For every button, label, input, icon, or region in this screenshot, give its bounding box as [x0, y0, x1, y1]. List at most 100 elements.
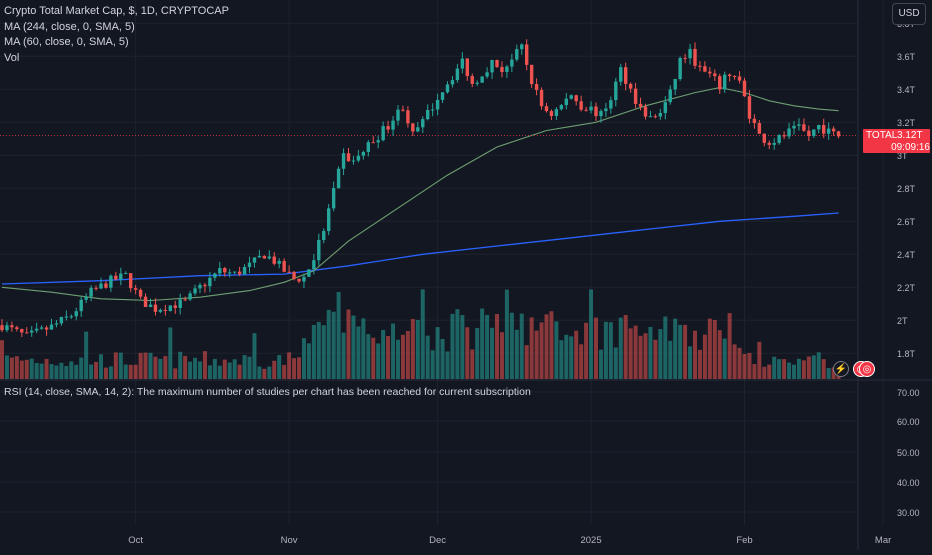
volume-bar [108, 366, 113, 379]
candle-body [327, 208, 331, 232]
candle-body [277, 260, 281, 264]
volume-bar [712, 319, 717, 379]
candlesticks [0, 39, 841, 337]
rsi-tick-label: 40.00 [897, 478, 920, 488]
candle-body [589, 106, 593, 111]
volume-bar [217, 365, 222, 379]
candle-body [322, 231, 326, 241]
candle-body [371, 142, 375, 144]
candle-body [302, 276, 306, 282]
candle-body [312, 260, 316, 270]
symbol-title[interactable]: Crypto Total Market Cap, $, 1D, CRYPTOCA… [4, 5, 229, 17]
candle-body [718, 76, 722, 90]
volume-bar [707, 318, 712, 379]
candle-body [663, 102, 667, 114]
dividend-event-icon-2[interactable]: ◎ [859, 361, 875, 377]
volume-bar [717, 330, 722, 379]
volume-bar [420, 289, 425, 379]
volume-bar [49, 364, 54, 379]
ma-60-label[interactable]: MA (60, close, 0, SMA, 5) [4, 36, 129, 48]
candle-body [628, 83, 633, 89]
candle-body [0, 325, 4, 331]
volume-bar [519, 313, 524, 379]
candle-body [297, 278, 301, 282]
candle-body [817, 124, 821, 130]
volume-bar [643, 333, 648, 379]
candle-body [792, 125, 796, 129]
candle-body [782, 135, 786, 137]
candle-body [727, 74, 732, 77]
currency-button[interactable]: USD [892, 3, 926, 25]
volume-bar [262, 368, 267, 379]
volume-label[interactable]: Vol [4, 51, 20, 64]
time-axis[interactable]: Oct Nov Dec 2025 Feb Mar [128, 535, 891, 546]
candle-body [500, 66, 504, 72]
volume-bar [673, 318, 678, 379]
candle-body [114, 275, 118, 280]
volume-bar [623, 314, 628, 379]
candle-body [228, 272, 232, 274]
candle-body [643, 106, 648, 117]
candle-body [440, 92, 445, 100]
volume-bar [598, 349, 603, 379]
volume-bar [103, 367, 108, 379]
badge-symbol: TOTAL [866, 130, 898, 141]
price-tick-label: 2.4T [897, 250, 916, 260]
lightning-event-icon[interactable]: ⚡ [833, 361, 849, 377]
candle-body [411, 123, 415, 132]
volume-bar [514, 329, 519, 379]
candle-body [10, 325, 14, 328]
candle-body [812, 129, 816, 137]
candle-body [223, 268, 227, 273]
volume-bar [697, 349, 702, 379]
volume-bar [371, 337, 376, 379]
candle-body [723, 74, 727, 90]
volume-bar [89, 364, 94, 379]
candle-body [619, 67, 623, 82]
candle-body [609, 100, 613, 109]
volume-bar [480, 308, 485, 379]
volume-bar [297, 357, 301, 379]
candle-body [183, 299, 187, 301]
candle-body [163, 309, 168, 311]
candle-body [822, 124, 826, 134]
volume-bar [29, 358, 34, 379]
volume-bar [564, 334, 569, 379]
candle-body [767, 142, 771, 145]
candle-body [39, 327, 44, 329]
candle-body [79, 299, 83, 312]
price-tick-label: 2.8T [897, 184, 916, 194]
volume-bar [9, 357, 14, 379]
volume-bar [688, 346, 693, 379]
candle-body [203, 284, 207, 287]
volume-bar [668, 340, 673, 379]
candle-body [262, 255, 267, 259]
candle-body [737, 76, 742, 81]
ma-244-label[interactable]: MA (244, close, 0, SMA, 5) [4, 20, 135, 33]
volume-bar [757, 341, 762, 379]
volume-bar [0, 340, 4, 379]
volume-bar [232, 359, 237, 379]
candle-body [252, 257, 257, 263]
candle-body [351, 160, 356, 162]
volume-bar [445, 351, 450, 379]
volume-bar [475, 328, 480, 379]
candle-body [104, 283, 108, 288]
volume-bar [455, 309, 460, 379]
volume-bar [752, 364, 757, 379]
candle-body [346, 153, 351, 162]
volume-bar [405, 330, 410, 379]
volume-bar [267, 366, 272, 379]
candle-body [416, 127, 420, 132]
volume-bar [252, 333, 257, 379]
time-tick-label: Mar [875, 535, 891, 546]
candle-body [708, 71, 712, 74]
volume-bar [792, 364, 796, 379]
rsi-axis[interactable]: 70.00 60.00 50.00 40.00 30.00 [897, 388, 920, 518]
candle-body [831, 128, 836, 132]
candle-body [257, 255, 262, 258]
volume-bar [59, 362, 64, 379]
